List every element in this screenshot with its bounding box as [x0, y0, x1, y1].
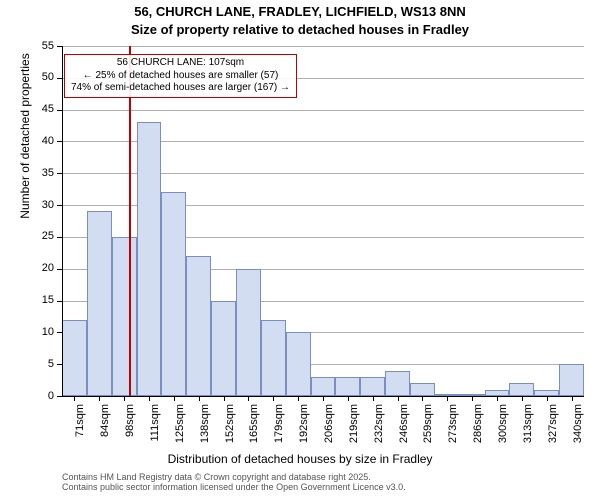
histogram-bar — [360, 377, 385, 396]
x-tick-label: 71sqm — [74, 404, 86, 500]
gridline — [62, 110, 584, 111]
x-tick-label: 125sqm — [174, 404, 186, 500]
x-tick-label: 246sqm — [398, 404, 410, 500]
x-tick-label: 327sqm — [547, 404, 559, 500]
y-axis-line — [62, 46, 63, 396]
histogram-bar — [137, 122, 162, 396]
y-tick-label: 5 — [0, 358, 54, 370]
histogram-bar — [335, 377, 360, 396]
y-tick-label: 40 — [0, 135, 54, 147]
y-tick-label: 45 — [0, 103, 54, 115]
x-tick-label: 300sqm — [497, 404, 509, 500]
chart-title-sub: Size of property relative to detached ho… — [0, 22, 600, 37]
gridline — [62, 46, 584, 47]
x-tick-label: 313sqm — [522, 404, 534, 500]
x-tick-label: 179sqm — [273, 404, 285, 500]
callout-line-1: 56 CHURCH LANE: 107sqm — [71, 57, 290, 70]
y-tick-label: 35 — [0, 167, 54, 179]
x-tick-label: 152sqm — [224, 404, 236, 500]
histogram-bar — [385, 371, 410, 396]
marker-line — [129, 46, 131, 396]
y-tick-label: 0 — [0, 390, 54, 402]
x-axis-line — [62, 396, 584, 397]
histogram-bar — [236, 269, 261, 396]
histogram-bar — [509, 383, 534, 396]
x-tick-label: 98sqm — [124, 404, 136, 500]
histogram-bar — [112, 237, 137, 396]
x-tick-label: 192sqm — [298, 404, 310, 500]
histogram-bar — [186, 256, 211, 396]
histogram-bar — [286, 332, 311, 396]
histogram-bar — [559, 364, 584, 396]
x-tick-label: 206sqm — [323, 404, 335, 500]
marker-callout: 56 CHURCH LANE: 107sqm← 25% of detached … — [64, 54, 297, 98]
x-tick-label: 273sqm — [447, 404, 459, 500]
callout-line-3: 74% of semi-detached houses are larger (… — [71, 82, 290, 95]
histogram-bar — [410, 383, 435, 396]
histogram-bar — [87, 211, 112, 396]
y-tick-label: 30 — [0, 199, 54, 211]
y-tick-label: 15 — [0, 294, 54, 306]
callout-line-2: ← 25% of detached houses are smaller (57… — [71, 70, 290, 83]
x-tick-label: 259sqm — [422, 404, 434, 500]
x-tick-label: 219sqm — [348, 404, 360, 500]
histogram-bar — [261, 320, 286, 396]
histogram-bar — [161, 192, 186, 396]
y-tick-label: 50 — [0, 71, 54, 83]
chart-title-main: 56, CHURCH LANE, FRADLEY, LICHFIELD, WS1… — [0, 4, 600, 19]
x-tick-label: 84sqm — [99, 404, 111, 500]
histogram-bar — [211, 301, 236, 396]
histogram-bar — [311, 377, 336, 396]
x-tick-label: 286sqm — [472, 404, 484, 500]
y-tick-label: 10 — [0, 326, 54, 338]
y-tick-label: 25 — [0, 230, 54, 242]
plot-area: 56 CHURCH LANE: 107sqm← 25% of detached … — [62, 46, 584, 396]
y-tick-label: 55 — [0, 40, 54, 52]
x-tick-label: 232sqm — [373, 404, 385, 500]
histogram-bar — [62, 320, 87, 396]
x-tick-label: 111sqm — [149, 404, 161, 500]
y-tick-label: 20 — [0, 262, 54, 274]
x-tick-label: 340sqm — [572, 404, 584, 500]
x-tick-label: 138sqm — [199, 404, 211, 500]
x-tick-label: 165sqm — [248, 404, 260, 500]
